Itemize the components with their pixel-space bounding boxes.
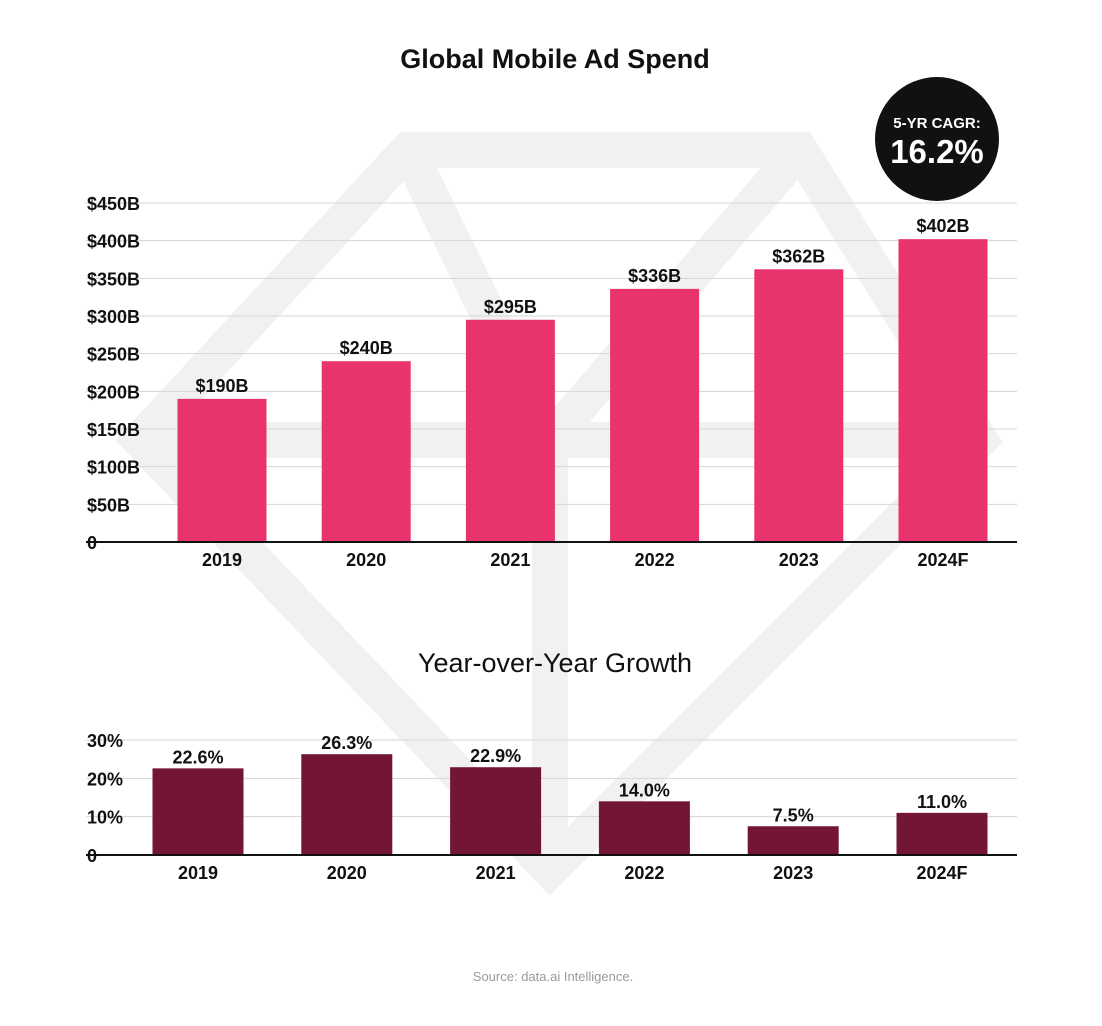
spend-y-axis: 0$50B$100B$150B$200B$250B$300B$350B$400B… [87,194,140,553]
spend-data-label: $190B [195,376,248,396]
growth-y-tick-label: 20% [87,769,123,789]
growth-y-tick-label: 10% [87,808,123,828]
spend-y-tick-label: $250B [87,345,140,365]
spend-y-tick-label: $50B [87,495,130,515]
spend-chart-title: Global Mobile Ad Spend [400,44,710,74]
growth-bar [450,767,542,855]
spend-x-tick-label: 2019 [202,550,242,570]
spend-x-tick-label: 2024F [917,550,968,570]
growth-data-label: 11.0% [917,792,967,812]
spend-data-label: $240B [340,338,393,358]
growth-x-tick-label: 2019 [178,863,218,883]
spend-bar [465,319,555,542]
spend-bar [754,269,844,542]
spend-x-tick-label: 2023 [779,550,819,570]
growth-data-label: 22.6% [172,747,223,767]
spend-y-tick-label: $150B [87,420,140,440]
spend-x-tick-label: 2022 [635,550,675,570]
growth-bar [747,826,839,855]
spend-y-tick-label: $400B [87,232,140,252]
spend-bar [610,288,700,542]
growth-data-label: 22.9% [470,746,521,766]
spend-bar [898,239,988,542]
growth-chart-title: Year-over-Year Growth [418,648,692,678]
growth-x-tick-label: 2023 [773,863,813,883]
spend-bar [177,398,267,542]
spend-bar [321,361,411,542]
growth-x-tick-label: 2020 [327,863,367,883]
growth-chart: Year-over-Year Growth 010%20%30% 22.6%26… [86,648,1017,883]
growth-y-axis: 010%20%30% [87,731,123,866]
spend-y-tick-label: $200B [87,382,140,402]
source-note: Source: data.ai Intelligence. [473,969,633,984]
growth-data-label: 26.3% [321,733,372,753]
spend-y-tick-label: $350B [87,269,140,289]
cagr-badge-value: 16.2% [890,133,984,170]
cagr-badge-label: 5-YR CAGR: [893,115,981,132]
spend-x-tick-label: 2020 [346,550,386,570]
growth-bar [598,801,690,855]
spend-x-axis: 2019 2020 2021 2022 2023 2024F [86,541,1017,570]
spend-y-tick-label: $100B [87,458,140,478]
spend-data-label: $295B [484,297,537,317]
growth-x-tick-label: 2021 [476,863,516,883]
growth-bar [301,754,393,855]
growth-bars [152,754,988,855]
cagr-badge-circle [875,77,999,201]
growth-x-tick-label: 2022 [624,863,664,883]
spend-data-label: $336B [628,266,681,286]
growth-x-tick-label: 2024F [916,863,967,883]
growth-data-label: 7.5% [773,805,814,825]
spend-y-tick-label: $450B [87,194,140,214]
growth-bar [152,768,244,855]
cagr-badge: 5-YR CAGR: 16.2% [875,77,999,201]
spend-x-tick-label: 2021 [490,550,530,570]
spend-data-label: $402B [916,216,969,236]
spend-data-labels: $190B $240B $295B $336B $362B $402B [195,216,969,396]
growth-y-tick-label: 30% [87,731,123,751]
growth-x-axis: 2019 2020 2021 2022 2023 2024F [86,854,1017,883]
spend-y-tick-label: $300B [87,307,140,327]
growth-data-label: 14.0% [619,780,670,800]
spend-data-label: $362B [772,246,825,266]
spend-chart: Global Mobile Ad Spend 0$50B$100B$150B$2… [86,44,1017,570]
growth-bar [896,812,988,855]
growth-data-labels: 22.6% 26.3% 22.9% 14.0% 7.5% 11.0% [172,733,967,825]
spend-bars [177,239,988,542]
